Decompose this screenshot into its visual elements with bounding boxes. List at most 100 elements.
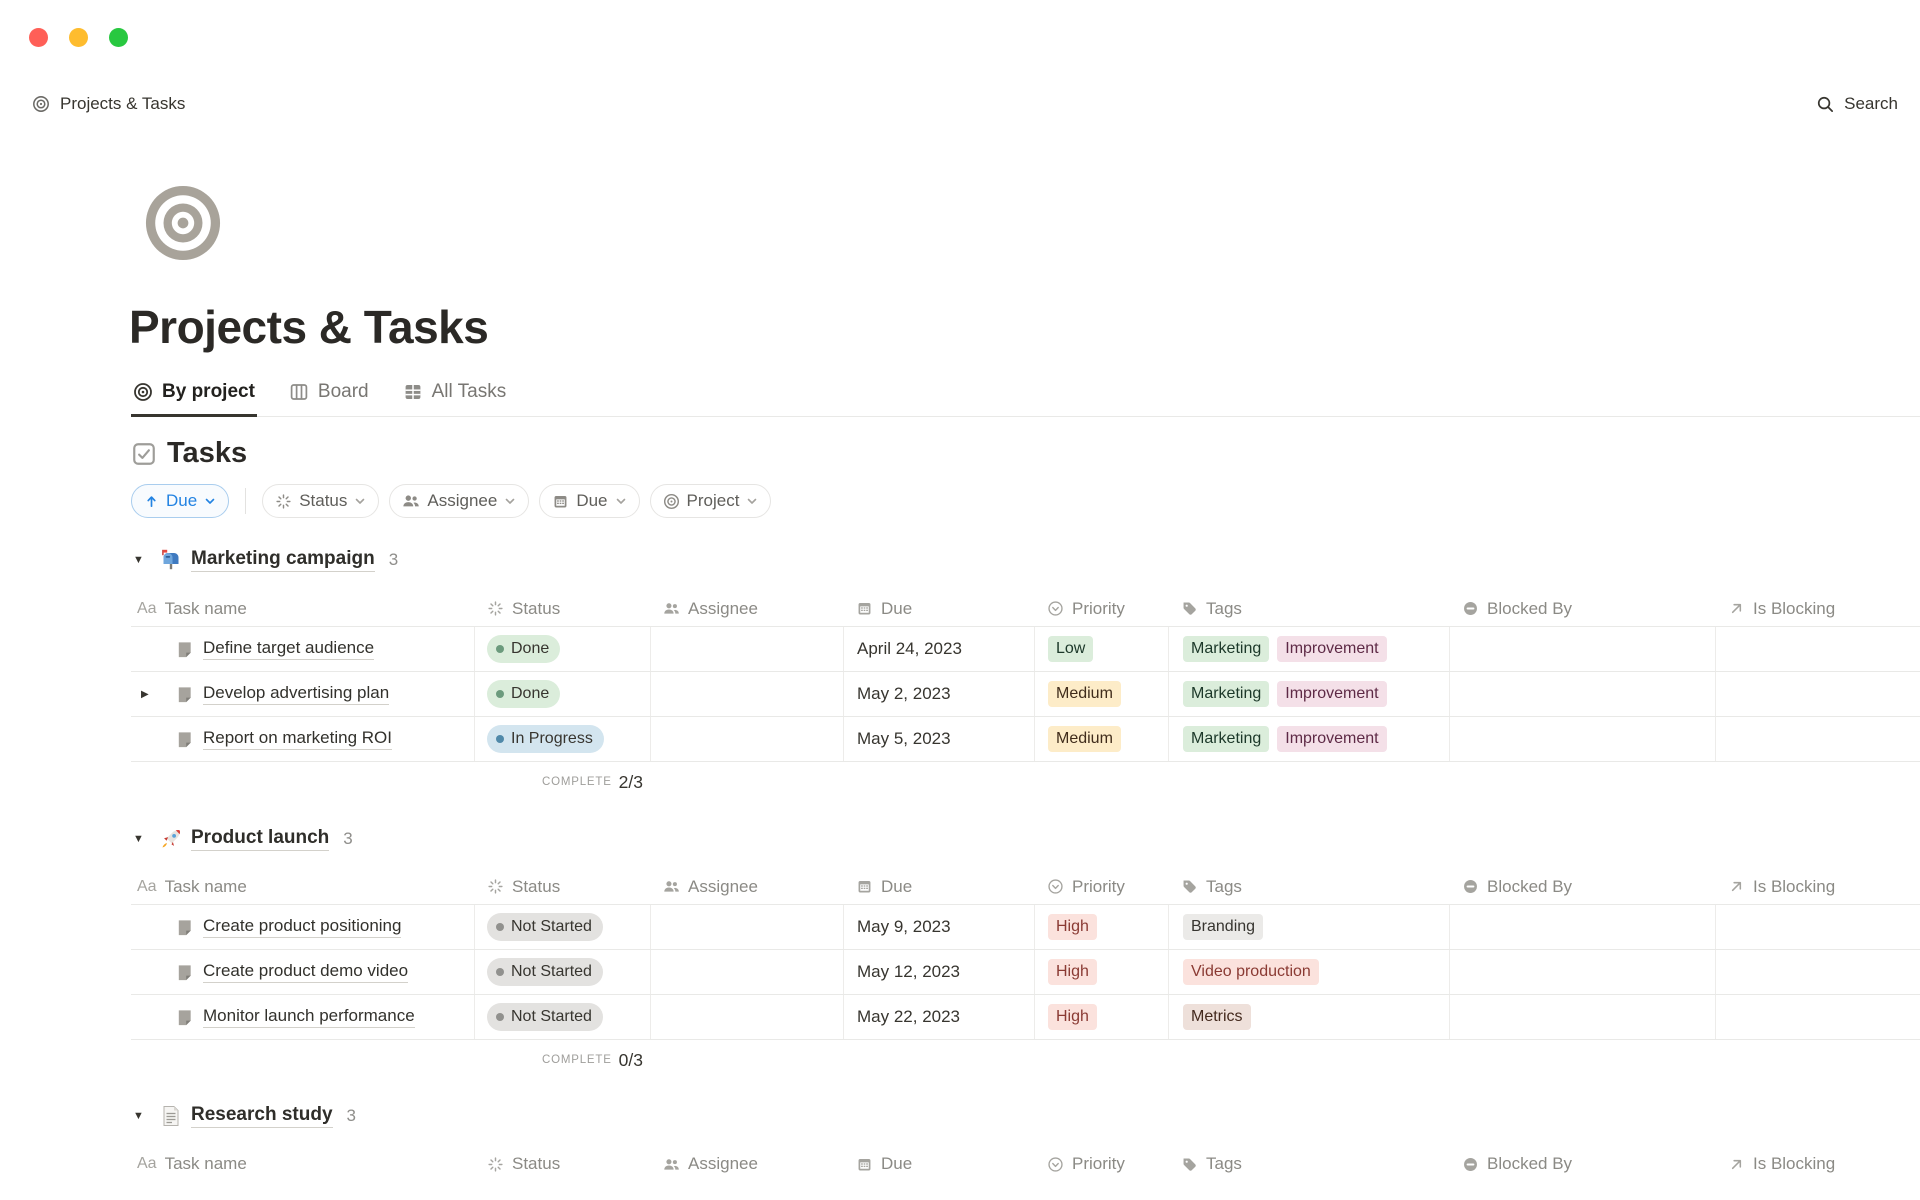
priority-tag[interactable]: High (1048, 1004, 1097, 1030)
column-header-tags[interactable]: Tags (1169, 591, 1450, 626)
cell-assignee[interactable] (651, 672, 844, 716)
status-pill[interactable]: Not Started (487, 913, 603, 941)
column-header-task-name[interactable]: Aa Task name (131, 1146, 475, 1182)
filter-chip-status[interactable]: Status (262, 484, 380, 518)
maximize-window-button[interactable] (109, 28, 128, 47)
cell-is-blocking[interactable] (1716, 950, 1920, 994)
tag[interactable]: Improvement (1277, 636, 1387, 662)
cell-tags[interactable]: Marketing Improvement (1169, 672, 1450, 716)
cell-tags[interactable]: Metrics (1169, 995, 1450, 1039)
filter-chip-assignee[interactable]: Assignee (389, 484, 530, 518)
cell-status[interactable]: Not Started (475, 950, 651, 994)
collapse-group-icon[interactable]: ▼ (133, 1110, 144, 1122)
cell-is-blocking[interactable] (1716, 905, 1920, 949)
cell-due[interactable]: May 12, 2023 (844, 950, 1035, 994)
group-title[interactable]: Marketing campaign (191, 548, 375, 572)
priority-tag[interactable]: Medium (1048, 726, 1121, 752)
cell-priority[interactable]: High (1035, 905, 1169, 949)
tab-by-project[interactable]: By project (131, 381, 257, 417)
cell-assignee[interactable] (651, 627, 844, 671)
column-header-tags[interactable]: Tags (1169, 869, 1450, 904)
tag[interactable]: Marketing (1183, 636, 1270, 662)
priority-tag[interactable]: High (1048, 959, 1097, 985)
filter-chip-project[interactable]: Project (649, 484, 772, 518)
cell-tags[interactable]: Marketing Improvement (1169, 717, 1450, 761)
tag[interactable]: Improvement (1277, 681, 1387, 707)
column-header-blocked-by[interactable]: Blocked By (1450, 1146, 1716, 1182)
task-title-link[interactable]: Define target audience (203, 638, 375, 660)
task-title-link[interactable]: Create product positioning (203, 916, 402, 938)
column-header-assignee[interactable]: Assignee (651, 869, 844, 904)
page-icon-button[interactable] (144, 184, 222, 262)
cell-blocked-by[interactable] (1450, 905, 1716, 949)
column-header-assignee[interactable]: Assignee (651, 591, 844, 626)
cell-assignee[interactable] (651, 995, 844, 1039)
cell-blocked-by[interactable] (1450, 672, 1716, 716)
column-header-blocked-by[interactable]: Blocked By (1450, 591, 1716, 626)
column-header-priority[interactable]: Priority (1035, 591, 1169, 626)
cell-status[interactable]: Done (475, 672, 651, 716)
cell-due[interactable]: May 2, 2023 (844, 672, 1035, 716)
cell-is-blocking[interactable] (1716, 995, 1920, 1039)
column-header-due[interactable]: Due (844, 591, 1035, 626)
cell-assignee[interactable] (651, 950, 844, 994)
status-pill[interactable]: Not Started (487, 1003, 603, 1031)
cell-status[interactable]: Not Started (475, 995, 651, 1039)
cell-task-name[interactable]: ▶ Develop advertising plan (131, 672, 475, 716)
column-header-priority[interactable]: Priority (1035, 1146, 1169, 1182)
cell-priority[interactable]: Low (1035, 627, 1169, 671)
cell-is-blocking[interactable] (1716, 672, 1920, 716)
column-header-due[interactable]: Due (844, 1146, 1035, 1182)
cell-task-name[interactable]: Define target audience (131, 627, 475, 671)
cell-due[interactable]: April 24, 2023 (844, 627, 1035, 671)
cell-blocked-by[interactable] (1450, 627, 1716, 671)
cell-assignee[interactable] (651, 717, 844, 761)
tab-board[interactable]: Board (287, 381, 371, 417)
search-button[interactable]: Search (1816, 94, 1898, 114)
cell-status[interactable]: Not Started (475, 905, 651, 949)
column-header-tags[interactable]: Tags (1169, 1146, 1450, 1182)
cell-priority[interactable]: High (1035, 995, 1169, 1039)
tab-all-tasks[interactable]: All Tasks (401, 381, 509, 417)
cell-priority[interactable]: Medium (1035, 717, 1169, 761)
cell-priority[interactable]: High (1035, 950, 1169, 994)
cell-due[interactable]: May 9, 2023 (844, 905, 1035, 949)
breadcrumb[interactable]: Projects & Tasks (32, 94, 185, 114)
column-calculation[interactable]: COMPLETE 2/3 (475, 762, 651, 802)
expand-row-icon[interactable]: ▶ (141, 688, 149, 700)
tag[interactable]: Marketing (1183, 681, 1270, 707)
column-header-status[interactable]: Status (475, 869, 651, 904)
tag[interactable]: Marketing (1183, 726, 1270, 752)
column-header-status[interactable]: Status (475, 591, 651, 626)
cell-is-blocking[interactable] (1716, 627, 1920, 671)
cell-due[interactable]: May 22, 2023 (844, 995, 1035, 1039)
tag[interactable]: Branding (1183, 914, 1264, 940)
column-calculation[interactable]: COMPLETE 0/3 (475, 1040, 651, 1080)
status-pill[interactable]: In Progress (487, 725, 604, 753)
status-pill[interactable]: Done (487, 680, 561, 708)
sort-chip-due[interactable]: Due (131, 484, 230, 518)
priority-tag[interactable]: High (1048, 914, 1097, 940)
cell-blocked-by[interactable] (1450, 717, 1716, 761)
column-header-blocked-by[interactable]: Blocked By (1450, 869, 1716, 904)
task-title-link[interactable]: Report on marketing ROI (203, 728, 392, 750)
cell-priority[interactable]: Medium (1035, 672, 1169, 716)
tag[interactable]: Improvement (1277, 726, 1387, 752)
cell-task-name[interactable]: Create product demo video (131, 950, 475, 994)
status-pill[interactable]: Not Started (487, 958, 603, 986)
group-title[interactable]: Product launch (191, 827, 330, 851)
task-title-link[interactable]: Monitor launch performance (203, 1006, 415, 1028)
group-title[interactable]: Research study (191, 1104, 333, 1128)
cell-status[interactable]: Done (475, 627, 651, 671)
cell-blocked-by[interactable] (1450, 950, 1716, 994)
cell-tags[interactable]: Marketing Improvement (1169, 627, 1450, 671)
cell-status[interactable]: In Progress (475, 717, 651, 761)
column-header-assignee[interactable]: Assignee (651, 1146, 844, 1182)
cell-due[interactable]: May 5, 2023 (844, 717, 1035, 761)
filter-chip-due[interactable]: Due (539, 484, 640, 518)
column-header-is-blocking[interactable]: Is Blocking (1716, 869, 1920, 904)
collapse-group-icon[interactable]: ▼ (133, 833, 144, 845)
cell-task-name[interactable]: Report on marketing ROI (131, 717, 475, 761)
column-header-due[interactable]: Due (844, 869, 1035, 904)
task-title-link[interactable]: Develop advertising plan (203, 683, 390, 705)
